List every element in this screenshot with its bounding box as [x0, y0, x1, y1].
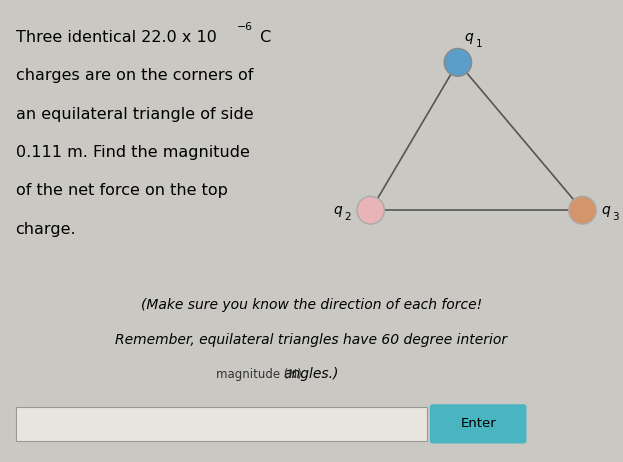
Text: Three identical 22.0 x 10: Three identical 22.0 x 10 — [16, 30, 216, 45]
Ellipse shape — [357, 196, 384, 224]
FancyBboxPatch shape — [430, 404, 526, 444]
Text: −6: −6 — [237, 22, 253, 32]
FancyBboxPatch shape — [16, 407, 427, 441]
Text: (Make sure you know the direction of each force!: (Make sure you know the direction of eac… — [141, 298, 482, 312]
Ellipse shape — [444, 49, 472, 76]
Text: q: q — [464, 30, 473, 44]
Text: an equilateral triangle of side: an equilateral triangle of side — [16, 107, 253, 122]
Text: Remember, equilateral triangles have 60 degree interior: Remember, equilateral triangles have 60 … — [115, 333, 508, 346]
Text: 1: 1 — [475, 39, 482, 49]
Text: C: C — [255, 30, 272, 45]
Text: Enter: Enter — [460, 417, 496, 431]
Ellipse shape — [569, 196, 596, 224]
Text: charges are on the corners of: charges are on the corners of — [16, 68, 253, 83]
Text: of the net force on the top: of the net force on the top — [16, 183, 227, 198]
Text: magnitude (N): magnitude (N) — [216, 368, 302, 381]
Text: charge.: charge. — [16, 222, 76, 237]
Text: q: q — [333, 203, 342, 217]
Text: 0.111 m. Find the magnitude: 0.111 m. Find the magnitude — [16, 145, 249, 160]
Text: angles.): angles.) — [284, 367, 339, 381]
Text: q: q — [601, 203, 610, 217]
Text: 2: 2 — [345, 212, 351, 222]
Text: 3: 3 — [612, 212, 619, 222]
